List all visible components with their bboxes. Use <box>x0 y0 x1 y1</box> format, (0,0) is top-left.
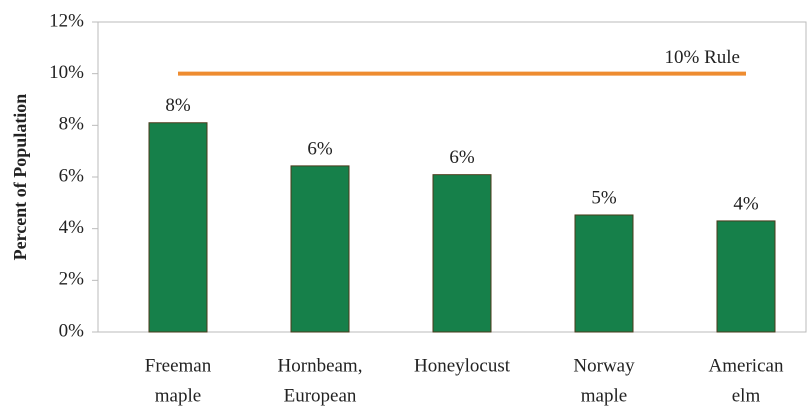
x-tick-label: Norway <box>573 355 635 376</box>
bar <box>574 214 634 333</box>
data-label: 6% <box>307 138 333 159</box>
x-tick-label: maple <box>581 385 627 406</box>
y-tick-label: 0% <box>59 320 85 341</box>
data-label: 5% <box>591 187 617 208</box>
y-tick-label: 4% <box>59 217 85 238</box>
bar <box>148 122 208 333</box>
threshold-label: 10% Rule <box>665 47 740 68</box>
data-label: 8% <box>165 95 191 116</box>
bar <box>290 165 350 333</box>
x-tick-label: European <box>284 385 357 406</box>
x-tick-label: Honeylocust <box>414 355 511 376</box>
y-tick-label: 12% <box>49 10 84 31</box>
x-tick-label: Hornbeam, <box>278 355 363 376</box>
y-tick-label: 6% <box>59 165 85 186</box>
y-axis-label: Percent of Population <box>10 94 30 261</box>
bar <box>432 174 492 333</box>
data-label: 6% <box>449 147 475 168</box>
data-label: 4% <box>733 193 759 214</box>
x-tick-label: maple <box>155 385 201 406</box>
x-tick-label: Freeman <box>145 355 212 376</box>
y-tick-label: 10% <box>49 62 84 83</box>
x-tick-label: American <box>709 355 784 376</box>
bar <box>716 220 776 333</box>
y-tick-label: 8% <box>59 114 85 135</box>
y-tick-label: 2% <box>59 269 85 290</box>
x-tick-label: elm <box>732 385 761 406</box>
